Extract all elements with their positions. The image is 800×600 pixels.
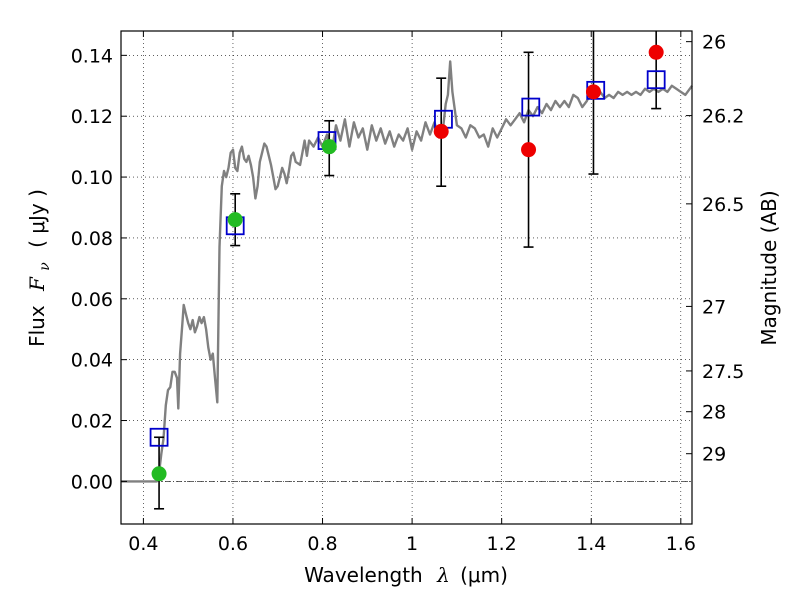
x-tick-label: 1.2 — [487, 533, 517, 555]
y-axis-ticks: 0.00 0.02 0.04 0.06 0.08 0.10 0.12 0.14 — [71, 45, 127, 493]
right-tick-label: 26 — [702, 32, 726, 54]
observed-flux-marker — [433, 123, 449, 139]
grid — [121, 31, 692, 524]
right-axis-ticks: 26 26.2 26.5 27 27.5 28 29 — [686, 32, 744, 466]
x-tick-label: 1.6 — [666, 533, 696, 555]
observed-flux-marker — [585, 84, 601, 100]
model-square-marker — [521, 97, 541, 117]
y-tick-label: 0.06 — [71, 289, 113, 311]
x-tick-label: 0.4 — [128, 533, 158, 555]
plot-area — [121, 31, 693, 510]
y-tick-label: 0.04 — [71, 350, 113, 372]
x-tick-label: 1.4 — [576, 533, 606, 555]
y-tick-label: 0.00 — [71, 471, 113, 493]
observed-flux-marker — [648, 44, 664, 60]
right-axis-title: Magnitude (AB) — [757, 190, 781, 345]
y-tick-label: 0.08 — [71, 228, 113, 250]
x-tick-label: 1 — [406, 533, 418, 555]
x-tick-label: 0.6 — [218, 533, 248, 555]
x-axis-title: Wavelength λ (μm) — [304, 563, 508, 587]
right-tick-label: 27 — [702, 296, 726, 318]
plot-frame — [120, 30, 693, 525]
spectrum-line — [121, 60, 693, 483]
x-tick-label: 0.8 — [307, 533, 337, 555]
right-tick-label: 26.2 — [702, 106, 744, 128]
x-axis-ticks: 0.4 0.6 0.8 1 1.2 1.4 1.6 — [128, 31, 696, 555]
y-tick-label: 0.12 — [71, 106, 113, 128]
model-square-marker — [149, 427, 169, 447]
y-tick-label: 0.02 — [71, 411, 113, 433]
observed-flux-marker — [521, 142, 537, 158]
observed-flux-marker — [321, 139, 337, 155]
right-tick-label: 28 — [702, 402, 726, 424]
model-square-marker — [646, 70, 666, 90]
observed-flux-marker — [151, 466, 167, 482]
y-axis-title: Flux F ν ( μJy ) — [25, 189, 54, 347]
observed-flux-marker — [227, 212, 243, 228]
y-tick-label: 0.14 — [71, 45, 113, 67]
right-tick-label: 29 — [702, 444, 726, 466]
right-tick-label: 27.5 — [702, 361, 744, 383]
y-tick-label: 0.10 — [71, 167, 113, 189]
right-tick-label: 26.5 — [702, 194, 744, 216]
